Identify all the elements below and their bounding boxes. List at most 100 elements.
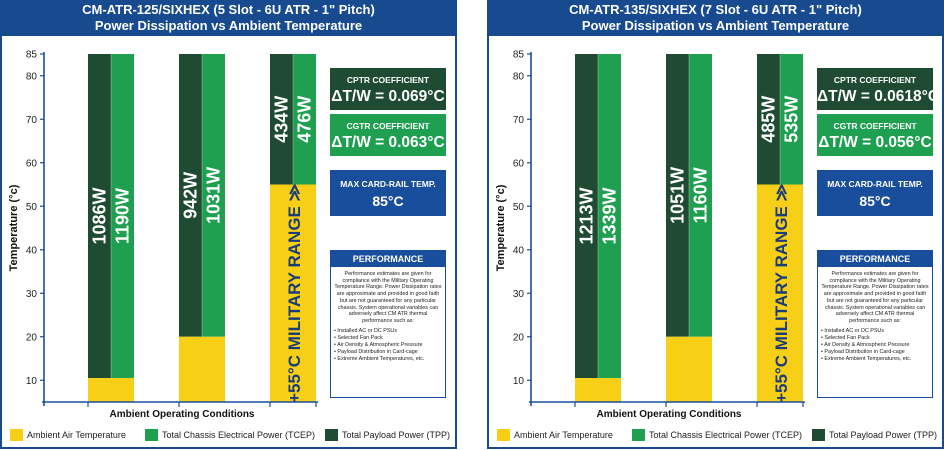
performance-list-item: Extreme Ambient Temperatures, etc. [821,356,932,363]
cptr-value: ΔT/W = 0.0618°C [817,88,940,105]
x-axis-title: Ambient Operating Conditions [597,409,742,420]
y-tick-label: 60 [26,158,38,169]
tpp-value-label: 1213W [577,188,597,245]
performance-list-item: Selected Fan Pack [821,335,932,342]
performance-box: PERFORMANCE Performance estimates are gi… [330,250,446,398]
y-tick-label: 40 [513,245,525,256]
y-tick-label: 60 [513,158,525,169]
cgtr-value: ΔT/W = 0.056°C [818,134,932,151]
performance-box: PERFORMANCE Performance estimates are gi… [817,250,933,398]
chart-subtitle: Power Dissipation vs Ambient Temperature [94,18,363,33]
performance-list-item: Payload Distribution in Card-cage [821,349,932,356]
max-card-rail-temp-box: MAX CARD-RAIL TEMP. 85°C [330,170,446,216]
tcep-value-label: 476W [295,96,315,143]
y-tick-label: 50 [513,202,525,213]
legend-swatch-tcep [632,429,645,441]
bar-tcep [111,54,134,379]
y-tick-label: 20 [513,332,525,343]
y-tick-label: 85 [26,50,38,61]
cgtr-caption: CGTR COEFFICIENT [346,121,430,131]
cgtr-caption: CGTR COEFFICIENT [833,121,917,131]
y-tick-label: 10 [26,376,38,387]
tcep-value-label: 535W [782,96,802,143]
cptr-coefficient-box: CPTR COEFFICIENT ΔT/W = 0.0618°C [817,68,940,110]
legend-label-tcep: Total Chassis Electrical Power (TCEP) [649,430,803,440]
bar-tpp [666,54,689,337]
x-axis-title: Ambient Operating Conditions [110,409,255,420]
legend-label-ambient: Ambient Air Temperature [514,430,613,440]
performance-list-item: Air Density & Atmospheric Pressure [334,342,445,349]
tpp-value-label: 1051W [668,167,688,224]
performance-list-item: Air Density & Atmospheric Pressure [821,342,932,349]
performance-list-item: Installed AC or DC PSUs [821,328,932,335]
y-tick-label: 10 [513,376,525,387]
performance-list: Installed AC or DC PSUs Selected Fan Pac… [818,328,932,363]
bar-tcep [202,54,225,337]
cptr-coefficient-box: CPTR COEFFICIENT ΔT/W = 0.069°C [330,68,446,110]
tpp-value-label: 485W [759,96,779,143]
max-temp-value: 85°C [859,193,891,209]
max-card-rail-temp-box: MAX CARD-RAIL TEMP. 85°C [817,170,933,216]
bar-ambient [757,184,803,402]
chart-frame [487,36,944,449]
bar-tpp [757,54,780,185]
legend-label-tpp: Total Payload Power (TPP) [342,430,451,440]
y-tick-label: 50 [26,202,38,213]
performance-title: PERFORMANCE [331,251,445,267]
performance-list-item: Payload Distribution in Card-cage [334,349,445,356]
bar-tpp [270,54,293,185]
cgtr-coefficient-box: CGTR COEFFICIENT ΔT/W = 0.063°C [330,114,446,156]
performance-text: Performance estimates are given for comp… [334,271,442,324]
performance-list: Installed AC or DC PSUs Selected Fan Pac… [331,328,445,363]
max-temp-value: 85°C [372,193,404,209]
y-tick-label: 30 [513,289,525,300]
performance-title: PERFORMANCE [818,251,932,267]
y-axis-title: Temperature (°c) [8,184,20,271]
cgtr-coefficient-box: CGTR COEFFICIENT ΔT/W = 0.056°C [817,114,933,156]
chart-panel-left: CM-ATR-125/SIXHEX (5 Slot - 6U ATR - 1" … [0,0,457,450]
bar-tpp [179,54,202,337]
legend-label-ambient: Ambient Air Temperature [27,430,126,440]
chart-header: CM-ATR-125/SIXHEX (5 Slot - 6U ATR - 1" … [0,0,457,36]
tcep-value-label: 1190W [113,188,133,244]
y-tick-label: 85 [513,50,525,61]
chart-legend: Ambient Air Temperature Total Chassis El… [487,426,944,444]
legend-swatch-tpp [812,429,825,441]
tpp-value-label: 1086W [90,188,110,245]
military-range-label: +55°C MILITARY RANGE ≫ [285,184,304,403]
military-range-label: +55°C MILITARY RANGE ≫ [772,184,791,403]
cptr-caption: CPTR COEFFICIENT [833,75,917,85]
y-tick-label: 40 [26,245,38,256]
y-tick-label: 30 [26,289,38,300]
max-temp-caption: MAX CARD-RAIL TEMP. [340,179,436,189]
performance-list-item: Selected Fan Pack [334,335,445,342]
tpp-value-label: 434W [272,96,292,143]
chart-legend: Ambient Air Temperature Total Chassis El… [0,426,457,444]
bar-tcep [689,54,712,337]
y-tick-label: 80 [513,71,525,82]
bar-ambient [270,184,316,402]
performance-list-item: Extreme Ambient Temperatures, etc. [334,356,445,363]
tcep-value-label: 1339W [600,188,620,245]
y-tick-label: 70 [513,115,525,126]
chart-title: CM-ATR-135/SIXHEX (7 Slot - 6U ATR - 1" … [569,2,862,17]
chart-frame [0,36,457,449]
bar-tcep [598,54,621,379]
chart-title: CM-ATR-125/SIXHEX (5 Slot - 6U ATR - 1" … [82,2,375,17]
y-tick-label: 70 [26,115,38,126]
bar-tpp [575,54,598,379]
performance-text: Performance estimates are given for comp… [821,271,929,324]
bar-ambient [88,378,134,402]
tcep-value-label: 1031W [204,167,224,224]
legend-swatch-ambient [497,429,510,441]
cptr-caption: CPTR COEFFICIENT [346,75,430,85]
legend-swatch-ambient [10,429,23,441]
chart-panel-right: CM-ATR-135/SIXHEX (7 Slot - 6U ATR - 1" … [487,0,944,450]
bar-tpp [88,54,111,379]
cptr-value: ΔT/W = 0.069°C [331,88,445,105]
bar-ambient [179,336,225,402]
tpp-value-label: 942W [181,172,201,219]
legend-swatch-tcep [145,429,158,441]
